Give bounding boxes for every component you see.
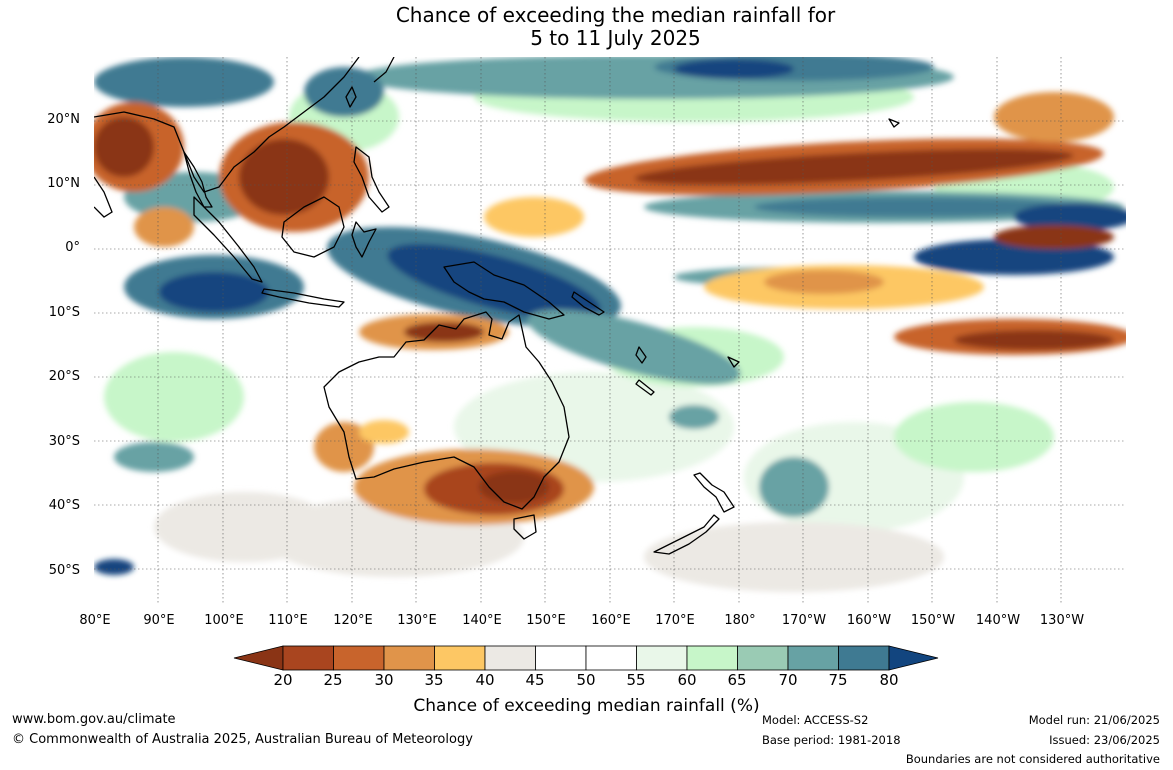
colorbar-cells (233, 645, 939, 671)
base-period: Base period: 1981-2018 (762, 733, 901, 747)
lat-label-30s: 30°S (48, 434, 80, 449)
colorbar-cell (535, 645, 587, 671)
colorbar-cell (636, 645, 688, 671)
philippines-coast (353, 146, 390, 213)
colorbar-cell (282, 645, 334, 671)
colorbar-tick-65: 65 (727, 671, 747, 689)
colorbar-cell (686, 645, 738, 671)
malay-peninsula (183, 151, 213, 208)
colorbar-cell (737, 645, 789, 671)
coastlines (94, 57, 900, 555)
lon-label-100e: 100°E (204, 613, 244, 628)
vanuatu (635, 346, 647, 364)
colorbar-tick-80: 80 (879, 671, 899, 689)
graticule (94, 57, 1126, 604)
model-run-date: Model run: 21/06/2025 (1028, 713, 1160, 727)
lon-label-140w: 140°W (975, 613, 1021, 628)
lon-label-150w: 150°W (910, 613, 956, 628)
borneo-coast (281, 196, 345, 258)
lat-label-10n: 10°N (47, 176, 80, 191)
colorbar-tick-75: 75 (828, 671, 848, 689)
title-line-1: Chance of exceeding the median rainfall … (395, 3, 836, 27)
australia-coast (323, 311, 570, 510)
colorbar-tick-35: 35 (424, 671, 444, 689)
colorbar-tick-40: 40 (475, 671, 495, 689)
lat-label-40s: 40°S (48, 498, 80, 513)
colorbar-svg (233, 645, 939, 671)
lon-label-140e: 140°E (462, 613, 502, 628)
model-name: Model: ACCESS-S2 (762, 713, 869, 727)
issued-date: Issued: 23/06/2025 (1049, 733, 1160, 747)
boundaries-disclaimer: Boundaries are not considered authoritat… (905, 752, 1160, 766)
colorbar-tick-25: 25 (323, 671, 343, 689)
lon-label-90e: 90°E (143, 613, 175, 628)
lon-label-180: 180° (724, 613, 756, 628)
solomon-islands (571, 291, 605, 316)
tasmania-coast (513, 514, 537, 540)
colorbar-tick-55: 55 (626, 671, 646, 689)
new-zealand-south (653, 514, 720, 555)
colorbar-cell (434, 645, 486, 671)
colorbar-cell (333, 645, 385, 671)
colorbar-tick-70: 70 (778, 671, 798, 689)
india-coast (94, 176, 113, 218)
colorbar-label: Chance of exceeding median rainfall (%) (413, 696, 760, 716)
lat-label-equator: 0° (65, 240, 80, 255)
lat-label-10s: 10°S (48, 305, 80, 320)
lon-label-160w: 160°W (846, 613, 892, 628)
colorbar-tick-45: 45 (525, 671, 545, 689)
colorbar (232, 645, 942, 675)
lon-label-130w: 130°W (1039, 613, 1085, 628)
lon-label-110e: 110°E (268, 613, 308, 628)
new-caledonia (635, 379, 655, 396)
lat-label-50s: 50°S (48, 563, 80, 578)
map-canvas (94, 57, 1126, 604)
colorbar-tick-30: 30 (374, 671, 394, 689)
fiji (727, 356, 740, 368)
website-link[interactable]: www.bom.gov.au/climate (12, 712, 176, 727)
title-line-2: 5 to 11 July 2025 (530, 26, 701, 50)
taiwan-coast (345, 86, 357, 108)
colorbar-cell (585, 645, 637, 671)
lon-label-150e: 150°E (526, 613, 566, 628)
colorbar-tick-20: 20 (273, 671, 293, 689)
lon-label-170e: 170°E (655, 613, 695, 628)
lon-label-130e: 130°E (397, 613, 437, 628)
colorbar-above-arrow (888, 645, 939, 671)
map-title: Chance of exceeding the median rainfall … (0, 4, 1173, 50)
lon-label-170w: 170°W (781, 613, 827, 628)
colorbar-tick-60: 60 (677, 671, 697, 689)
sumatra-coast (193, 196, 263, 283)
lat-label-20n: 20°N (47, 112, 80, 127)
colorbar-below-arrow (233, 645, 284, 671)
colorbar-tick-50: 50 (576, 671, 596, 689)
rainfall-map (94, 57, 1126, 604)
japan-coast (373, 57, 395, 83)
lon-label-80e: 80°E (79, 613, 111, 628)
java-coast (261, 288, 345, 308)
new-zealand-north (693, 472, 735, 513)
lon-label-120e: 120°E (333, 613, 373, 628)
colorbar-cell (383, 645, 435, 671)
lon-label-160e: 160°E (591, 613, 631, 628)
lat-label-20s: 20°S (48, 369, 80, 384)
hawaii (888, 118, 900, 128)
colorbar-cell (787, 645, 839, 671)
asia-coast (94, 57, 360, 193)
colorbar-cell (484, 645, 536, 671)
sulawesi-coast (351, 221, 377, 258)
copyright-text: © Commonwealth of Australia 2025, Austra… (12, 732, 473, 747)
colorbar-cell (838, 645, 890, 671)
new-guinea-coast (443, 261, 565, 320)
